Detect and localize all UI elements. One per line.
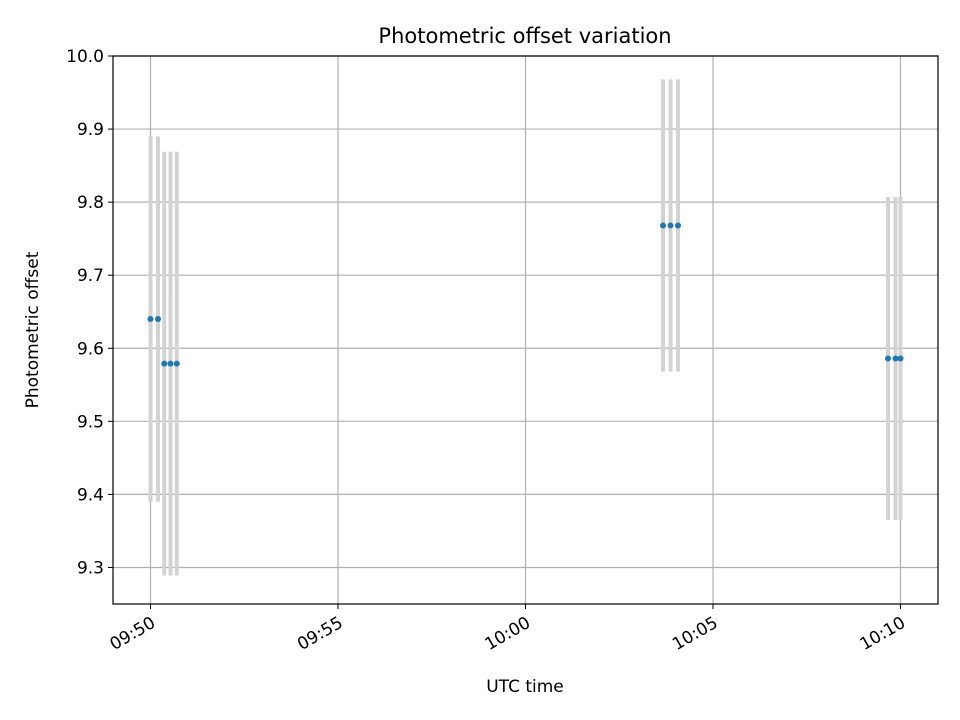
grid <box>113 55 938 604</box>
data-point <box>675 222 681 229</box>
y-tick-label: 9.7 <box>77 266 104 286</box>
y-axis-title: Photometric offset <box>23 251 43 408</box>
y-tick-label: 10.0 <box>66 47 104 67</box>
y-tick-label: 9.4 <box>77 485 104 505</box>
x-tick-label: 09:55 <box>294 613 346 655</box>
y-tick-label: 9.6 <box>77 339 104 359</box>
x-tick-label: 10:10 <box>857 613 909 655</box>
chart-title: Photometric offset variation <box>378 24 671 48</box>
y-tick-label: 9.3 <box>77 558 104 578</box>
data-point <box>173 360 180 367</box>
x-tick-label: 10:05 <box>669 613 721 655</box>
x-tick-label: 09:50 <box>107 613 159 655</box>
data-point <box>167 360 174 367</box>
y-tick-label: 9.5 <box>77 412 104 432</box>
data-point <box>897 355 904 362</box>
data-point <box>892 355 899 362</box>
data-point <box>667 222 674 229</box>
x-axis-title: UTC time <box>486 677 564 697</box>
y-tick-label: 9.9 <box>77 120 104 140</box>
data-points <box>147 222 904 367</box>
data-point <box>147 316 154 323</box>
data-point <box>660 222 666 229</box>
y-tick-label: 9.8 <box>77 193 104 213</box>
y-axis-ticks: 9.3 9.4 9.5 9.6 9.7 9.8 9.9 10.0 <box>66 47 113 578</box>
x-tick-label: 10:00 <box>482 613 534 655</box>
data-point <box>885 355 891 362</box>
data-point <box>155 316 161 323</box>
data-point <box>161 360 168 367</box>
x-axis-ticks: 09:50 09:55 10:00 10:05 10:10 <box>107 604 909 655</box>
